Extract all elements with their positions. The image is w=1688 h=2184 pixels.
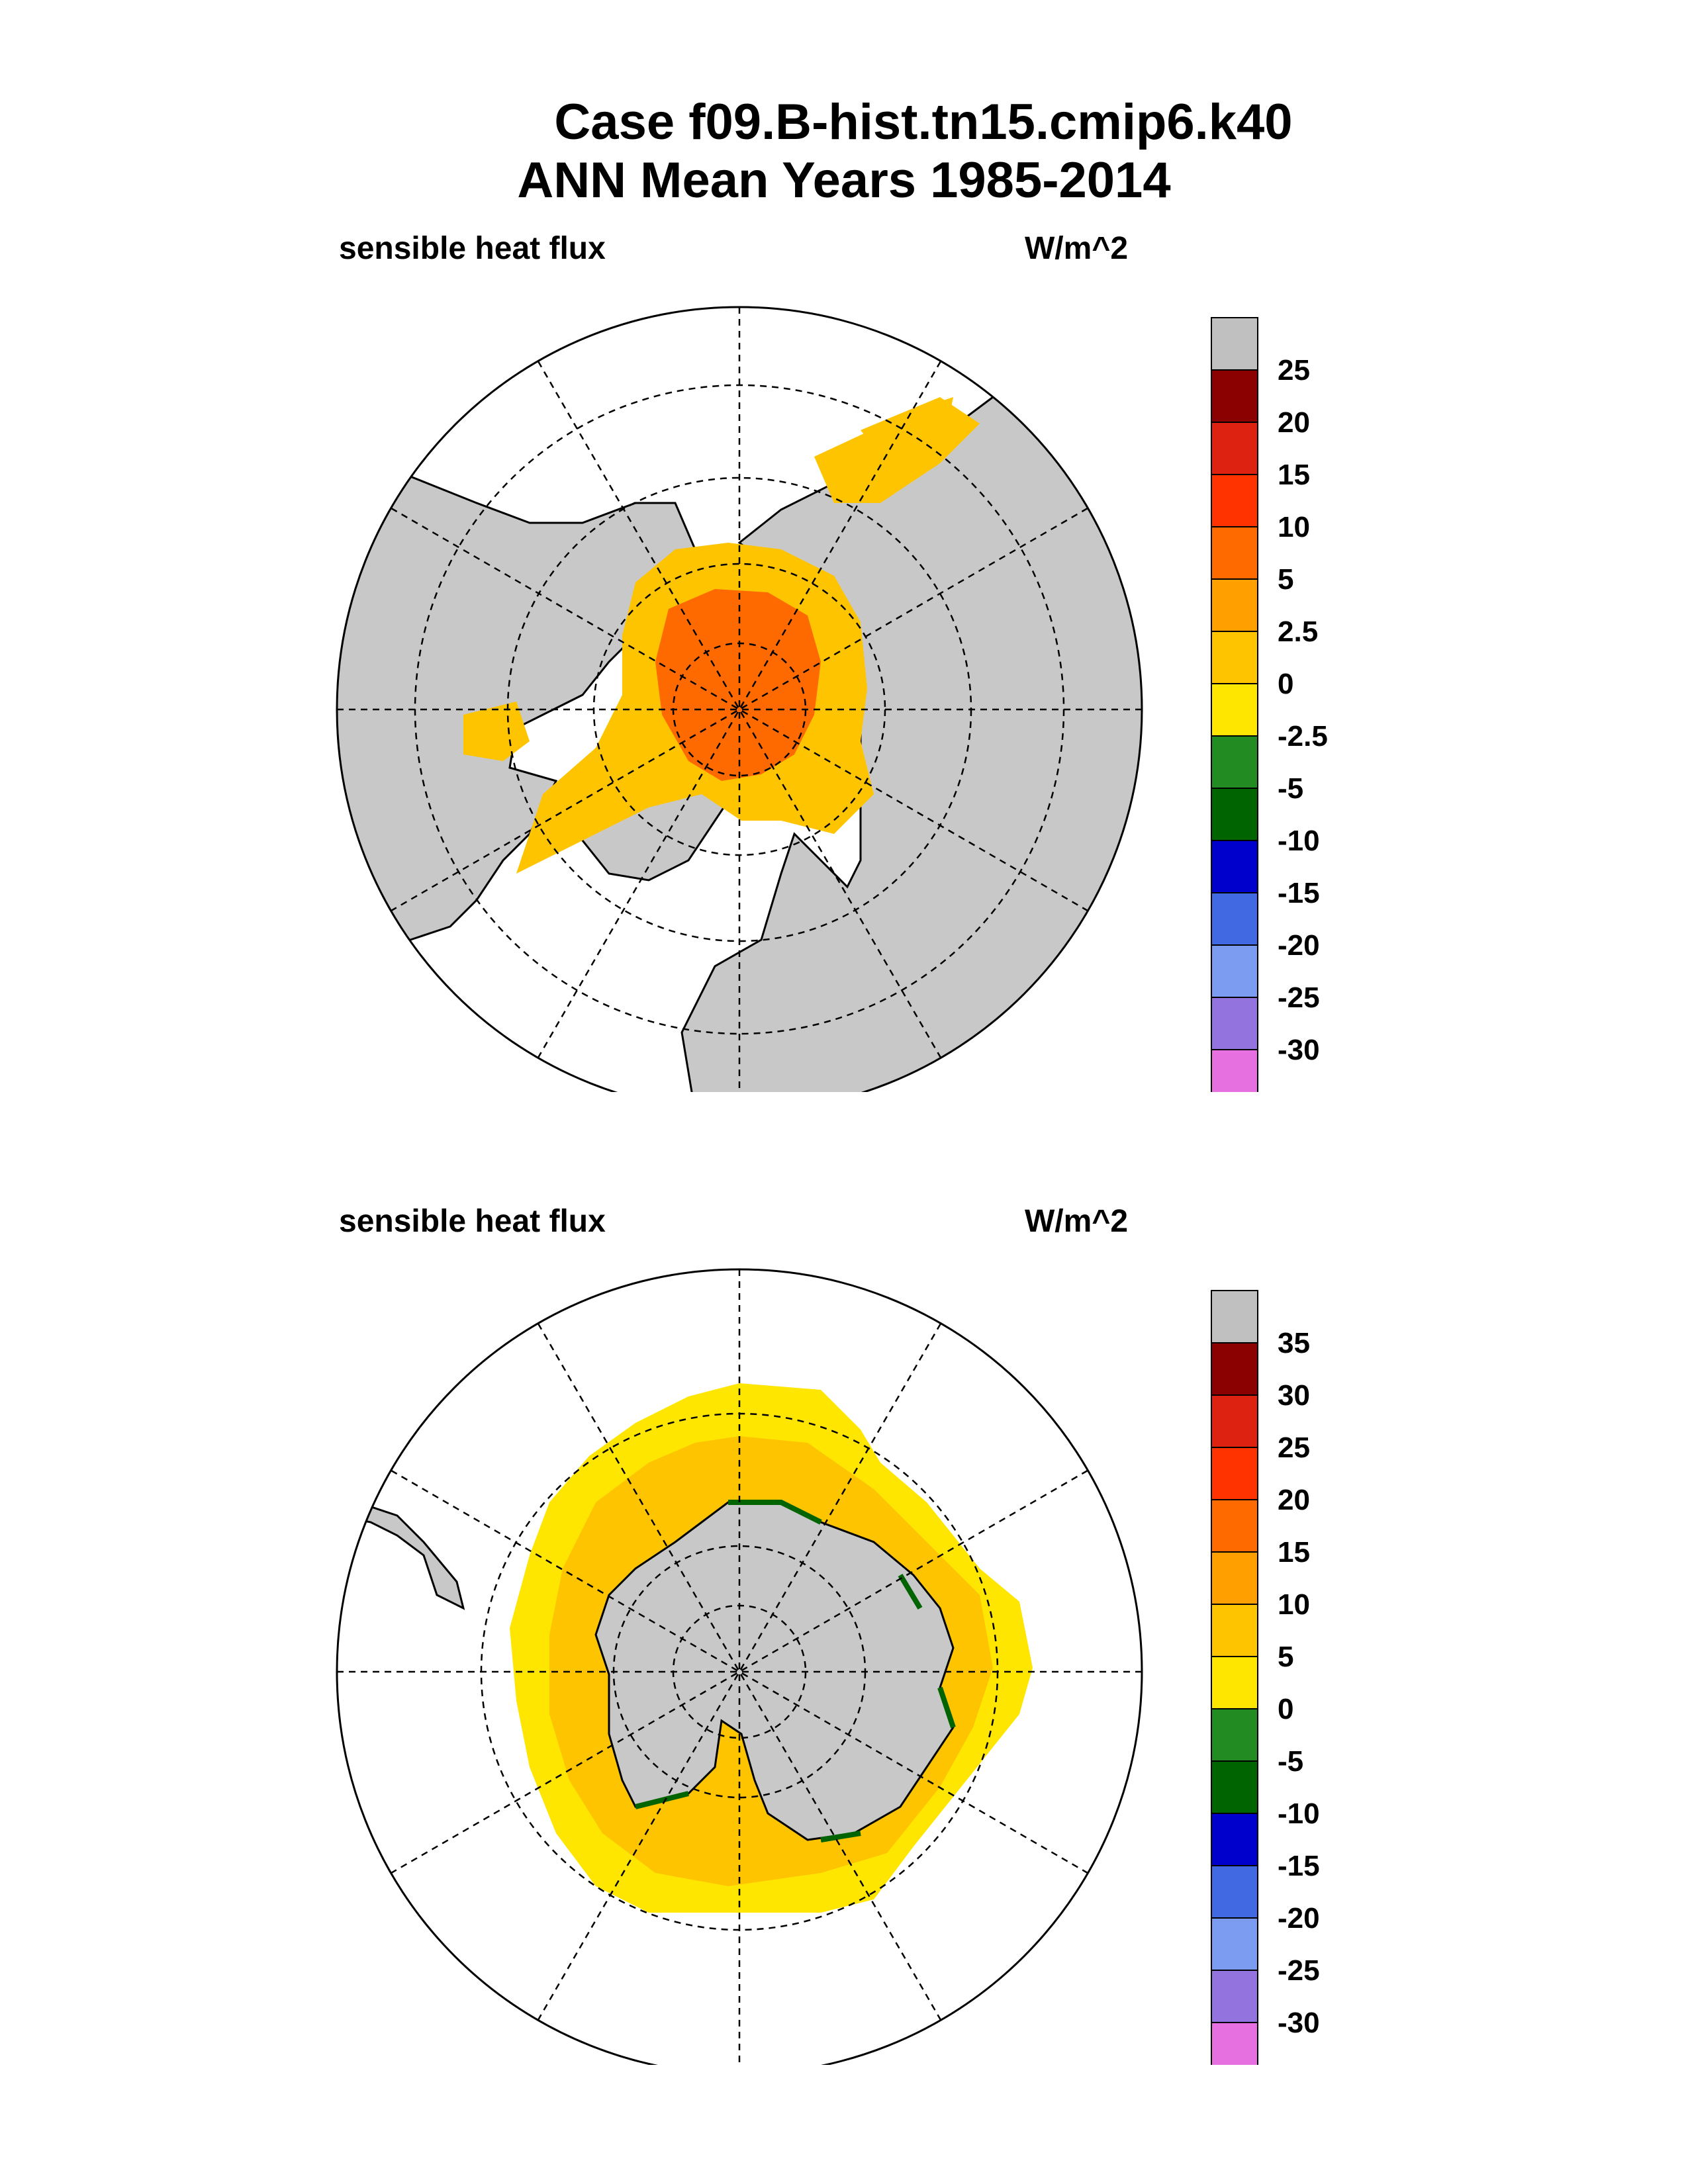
north-colorbar-tick-label: -15 [1278, 877, 1320, 909]
south-colorbar-box [1211, 1447, 1258, 1500]
south-colorbar-box [1211, 1760, 1258, 1814]
south-colorbar-tick-label: 0 [1278, 1693, 1293, 1725]
south-colorbar-box [1211, 1551, 1258, 1605]
north-colorbar-box [1211, 735, 1258, 789]
south-land-antarctica [594, 1501, 955, 1841]
north-colorbar-box [1211, 1049, 1258, 1092]
south-colorbar-tick-label: 35 [1278, 1327, 1310, 1359]
north-colorbar-box [1211, 474, 1258, 527]
south-units-label: W/m^2 [1025, 1204, 1129, 1239]
north-colorbar-tick-label: 15 [1278, 459, 1310, 491]
north-colorbar-tick-label: -30 [1278, 1034, 1320, 1066]
north-colorbar-tick-label: -20 [1278, 929, 1320, 962]
north-ice-hudson [463, 702, 530, 761]
south-colorbar-tick-label: 10 [1278, 1588, 1310, 1621]
south-colorbar-tick-label: 15 [1278, 1536, 1310, 1569]
south-panel: sensible heat flux W/m^2 [0, 973, 1688, 2065]
south-colorbar-tick-label: -30 [1278, 2007, 1320, 2039]
south-colorbar-box [1211, 1604, 1258, 1657]
north-colorbar-tick-label: 2.5 [1278, 615, 1318, 648]
south-coast-negative [635, 1500, 956, 1843]
south-colorbar-box [1211, 1917, 1258, 1971]
north-colorbar-tick-label: 0 [1278, 668, 1293, 700]
north-map-boundary [336, 306, 1143, 1092]
south-colorbar-tick-label: -20 [1278, 1902, 1320, 1934]
north-ice-okhotsk [861, 397, 980, 463]
north-colorbar-tick-label: -2.5 [1278, 720, 1328, 752]
south-colorbar-tick-label: 20 [1278, 1484, 1310, 1516]
north-colorbar-tick-label: -10 [1278, 825, 1320, 857]
south-colorbar: 35 30 25 20 15 10 5 0 -5 -10 -15 -20 -25 -30 [1211, 1290, 1320, 2065]
north-colorbar-box [1211, 369, 1258, 423]
north-colorbar-box [1211, 892, 1258, 946]
south-colorbar-box [1211, 1708, 1258, 1762]
south-colorbar-tick-label: 25 [1278, 1432, 1310, 1464]
north-colorbar-box [1211, 578, 1258, 632]
south-colorbar-box [1211, 1499, 1258, 1553]
north-ice-pack [655, 589, 821, 781]
north-variable-label: sensible heat flux [339, 231, 606, 266]
south-colorbar-box [1211, 1865, 1258, 1919]
south-colorbar-box [1211, 1813, 1258, 1866]
north-colorbar-box [1211, 788, 1258, 841]
south-colorbar-box [1211, 1290, 1258, 1343]
north-colorbar-box [1211, 840, 1258, 893]
south-colorbar-tick-label: 5 [1278, 1641, 1293, 1673]
north-colorbar-box [1211, 631, 1258, 684]
south-colorbar-box [1211, 1394, 1258, 1448]
north-map-svg: 25 20 15 10 5 2.5 0 -2.5 -5 -10 -15 -20 -25 -30 [336, 306, 1328, 1092]
north-colorbar-tick-label: -5 [1278, 772, 1303, 805]
north-colorbar-box [1211, 526, 1258, 580]
north-colorbar-box [1211, 422, 1258, 475]
south-colorbar-box [1211, 1970, 1258, 2023]
north-colorbar-box [1211, 997, 1258, 1050]
north-colorbar-box [1211, 317, 1258, 371]
south-colorbar-tick-label: -10 [1278, 1797, 1320, 1830]
north-graticule [337, 307, 1142, 1092]
north-colorbar-box [1211, 683, 1258, 737]
north-colorbar-tick-label: 5 [1278, 563, 1293, 596]
south-map-svg: 35 30 25 20 15 10 5 0 -5 -10 -15 -20 -25 -30 [336, 1268, 1320, 2065]
figure-title-line1: Case f09.B-hist.tn15.cmip6.k40 [554, 94, 1293, 150]
south-colorbar-tick-label: 30 [1278, 1379, 1310, 1412]
south-colorbar-box [1211, 1656, 1258, 1709]
north-panel: sensible heat flux W/m^2 [336, 231, 1328, 1092]
south-colorbar-tick-label: -5 [1278, 1745, 1303, 1778]
north-colorbar-tick-label: 10 [1278, 511, 1310, 543]
south-graticule [337, 1269, 1142, 2065]
south-colorbar-tick-label: -15 [1278, 1850, 1320, 1882]
figure-title-line2: ANN Mean Years 1985-2014 [517, 152, 1171, 208]
north-colorbar-tick-label: 20 [1278, 406, 1310, 439]
south-map-boundary [336, 1268, 1143, 2065]
south-variable-label: sensible heat flux [339, 1204, 606, 1239]
south-colorbar-tick-label: -25 [1278, 1954, 1320, 1987]
north-colorbar-box [1211, 944, 1258, 998]
north-units-label: W/m^2 [1025, 231, 1129, 266]
south-colorbar-box [1211, 1342, 1258, 1396]
north-colorbar: 25 20 15 10 5 2.5 0 -2.5 -5 -10 -15 -20 -25 -30 [1211, 317, 1328, 1092]
north-colorbar-tick-label: -25 [1278, 981, 1320, 1014]
south-colorbar-box [1211, 2022, 1258, 2065]
north-colorbar-tick-label: 25 [1278, 354, 1310, 387]
